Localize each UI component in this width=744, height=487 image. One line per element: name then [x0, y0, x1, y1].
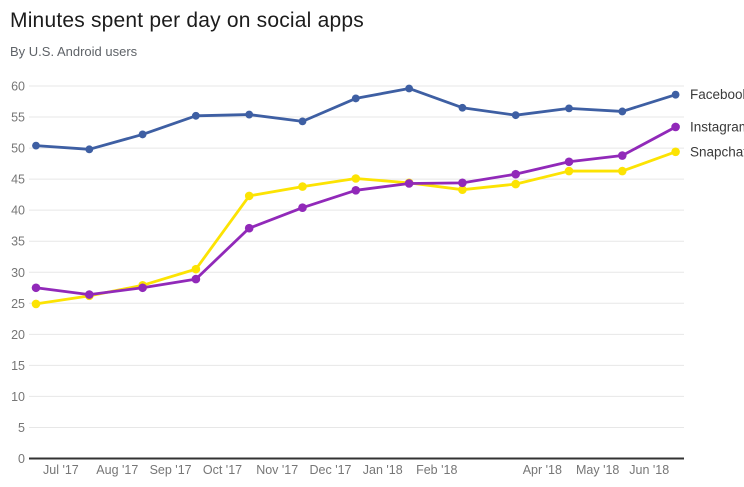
series-point-facebook — [458, 103, 467, 112]
series-point-instagram — [511, 169, 520, 179]
x-axis-tick-label: Jul '17 — [43, 463, 79, 477]
series-line-instagram — [34, 125, 677, 297]
y-axis-tick-label: 25 — [11, 297, 25, 311]
series-point-snapchat — [618, 166, 627, 176]
y-axis-tick-label: 50 — [11, 142, 25, 156]
series-point-instagram — [351, 186, 361, 195]
series-point-instagram — [138, 283, 147, 293]
series-point-facebook — [192, 111, 200, 120]
y-axis-tick-label: 20 — [11, 328, 25, 342]
series-point-instagram — [244, 223, 254, 233]
series-group — [31, 84, 680, 309]
y-axis-tick-label: 5 — [18, 421, 25, 435]
y-axis-tick-label: 55 — [11, 111, 25, 125]
y-axis-tick-label: 35 — [11, 235, 25, 249]
series-end-label-facebook: Facebook — [690, 87, 744, 102]
series-point-instagram — [191, 274, 201, 284]
series-point-instagram — [298, 203, 307, 212]
series-point-instagram — [564, 157, 574, 167]
series-point-snapchat — [564, 166, 574, 176]
series-point-snapchat — [671, 147, 680, 157]
x-axis-tick-label: Aug '17 — [96, 463, 138, 477]
series-point-snapchat — [191, 264, 201, 274]
x-axis-tick-label: Oct '17 — [203, 463, 242, 477]
series-point-snapchat — [458, 185, 467, 194]
series-point-snapchat — [298, 182, 307, 191]
x-axis-tick-label: Dec '17 — [310, 463, 352, 477]
series-point-snapchat — [511, 179, 520, 189]
page-title: Minutes spent per day on social apps — [10, 9, 364, 32]
series-end-labels-group: Facebook Instagram Snapchat — [690, 87, 744, 159]
series-point-facebook — [138, 130, 147, 139]
series-point-instagram — [404, 179, 414, 188]
series-point-facebook — [511, 111, 520, 120]
series-point-instagram — [85, 290, 94, 299]
series-end-label-instagram: Instagram — [690, 119, 744, 134]
series-point-instagram — [618, 151, 627, 160]
series-point-facebook — [32, 141, 40, 150]
series-point-facebook — [671, 90, 680, 99]
y-axis-tick-label: 0 — [18, 452, 25, 466]
page-subtitle: By U.S. Android users — [10, 44, 138, 59]
y-axis-tick-label: 15 — [11, 359, 25, 373]
series-point-facebook — [85, 145, 94, 154]
series-point-facebook — [351, 94, 360, 103]
x-axis-labels-group: Jul '17 Aug '17 Sep '17 Oct '17 Nov '17 Dec '… — [43, 463, 669, 477]
series-point-instagram — [31, 283, 41, 293]
series-point-snapchat — [31, 299, 41, 309]
series-point-facebook — [618, 107, 627, 116]
series-point-facebook — [405, 84, 413, 93]
x-axis-tick-label: May '18 — [576, 463, 619, 477]
x-axis-tick-label: Feb '18 — [416, 463, 457, 477]
series-point-facebook — [245, 110, 254, 119]
series-point-facebook — [565, 104, 573, 113]
x-axis-tick-label: Nov '17 — [256, 463, 298, 477]
series-end-label-snapchat: Snapchat — [690, 144, 744, 159]
series-point-snapchat — [351, 174, 361, 183]
x-axis-tick-label: Apr '18 — [523, 463, 562, 477]
y-axis-tick-label: 40 — [11, 204, 25, 218]
y-grid-group: 0 5 10 15 20 25 30 35 40 45 50 55 60 — [11, 80, 684, 466]
x-axis-tick-label: Jun '18 — [629, 463, 669, 477]
y-axis-tick-label: 10 — [11, 390, 25, 404]
series-point-facebook — [298, 117, 307, 126]
x-axis-tick-label: Sep '17 — [150, 463, 192, 477]
y-axis-tick-label: 60 — [11, 80, 25, 94]
y-axis-tick-label: 30 — [11, 266, 25, 280]
x-axis-tick-label: Jan '18 — [363, 463, 403, 477]
series-point-instagram — [458, 178, 467, 188]
series-point-snapchat — [244, 191, 254, 201]
series-point-instagram — [671, 122, 680, 132]
y-axis-tick-label: 45 — [11, 173, 25, 187]
